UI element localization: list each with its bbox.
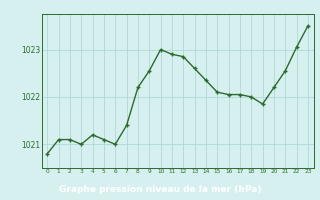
Text: Graphe pression niveau de la mer (hPa): Graphe pression niveau de la mer (hPa) [59,184,261,194]
